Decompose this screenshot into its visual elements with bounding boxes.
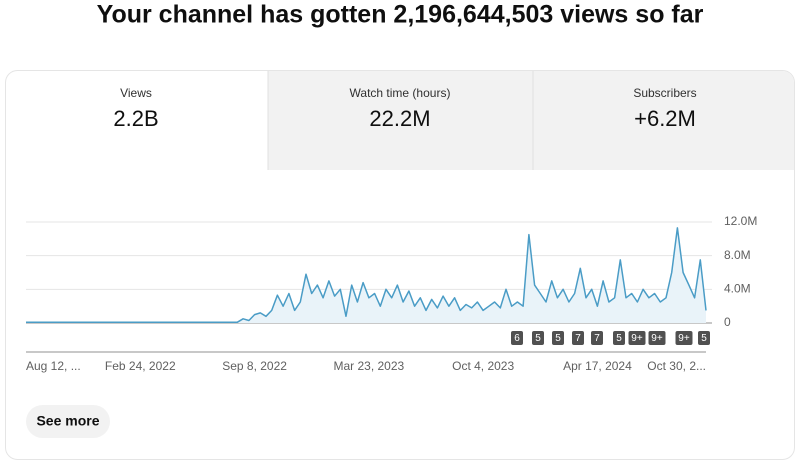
y-tick-label: 0	[724, 315, 731, 329]
area	[26, 227, 706, 323]
marker-label: 7	[594, 333, 600, 344]
tab-label: Views	[120, 86, 152, 100]
marker-label: 6	[514, 333, 520, 344]
line	[26, 227, 707, 323]
x-tick-label: Mar 23, 2023	[333, 359, 404, 373]
marker-label: 5	[555, 333, 561, 344]
marker-badge	[648, 331, 666, 345]
marker-label: 9+	[651, 333, 663, 344]
y-tick-label: 4.0M	[724, 282, 751, 296]
tab-label: Subscribers	[633, 86, 696, 100]
tab-value: 2.2B	[113, 106, 158, 131]
x-tick-label: Sep 8, 2022	[222, 359, 287, 373]
marker-badge	[628, 331, 646, 345]
x-tick-label: Aug 12, ...	[26, 359, 81, 373]
tab-value: +6.2M	[634, 106, 696, 131]
x-tick-label: Oct 4, 2023	[452, 359, 514, 373]
marker-badge	[675, 331, 693, 345]
y-tick-label: 8.0M	[724, 248, 751, 262]
marker-label: 5	[535, 333, 541, 344]
y-tick-label: 12.0M	[724, 214, 757, 228]
marker-badge	[532, 331, 544, 345]
button-label[interactable]: See more	[36, 413, 99, 429]
marker-badge	[552, 331, 564, 345]
marker-label: 9+	[678, 333, 690, 344]
marker-label: 5	[701, 333, 707, 344]
marker-badge	[572, 331, 584, 345]
x-tick-label: Apr 17, 2024	[563, 359, 632, 373]
see-more-button[interactable]	[26, 405, 110, 438]
marker-badge	[591, 331, 603, 345]
marker-label: 7	[575, 333, 581, 344]
marker-label: 5	[616, 333, 622, 344]
x-tick-label: Oct 30, 2...	[647, 359, 706, 373]
marker-badge	[511, 331, 523, 345]
marker-badge	[698, 331, 710, 345]
marker-label: 9+	[631, 333, 643, 344]
page-title: Your channel has gotten 2,196,644,503 vi…	[97, 1, 704, 29]
marker-badge	[613, 331, 625, 345]
x-tick-label: Feb 24, 2022	[105, 359, 176, 373]
tab-label: Watch time (hours)	[350, 86, 451, 100]
tab-background	[268, 71, 794, 170]
tab-value: 22.2M	[369, 106, 430, 131]
